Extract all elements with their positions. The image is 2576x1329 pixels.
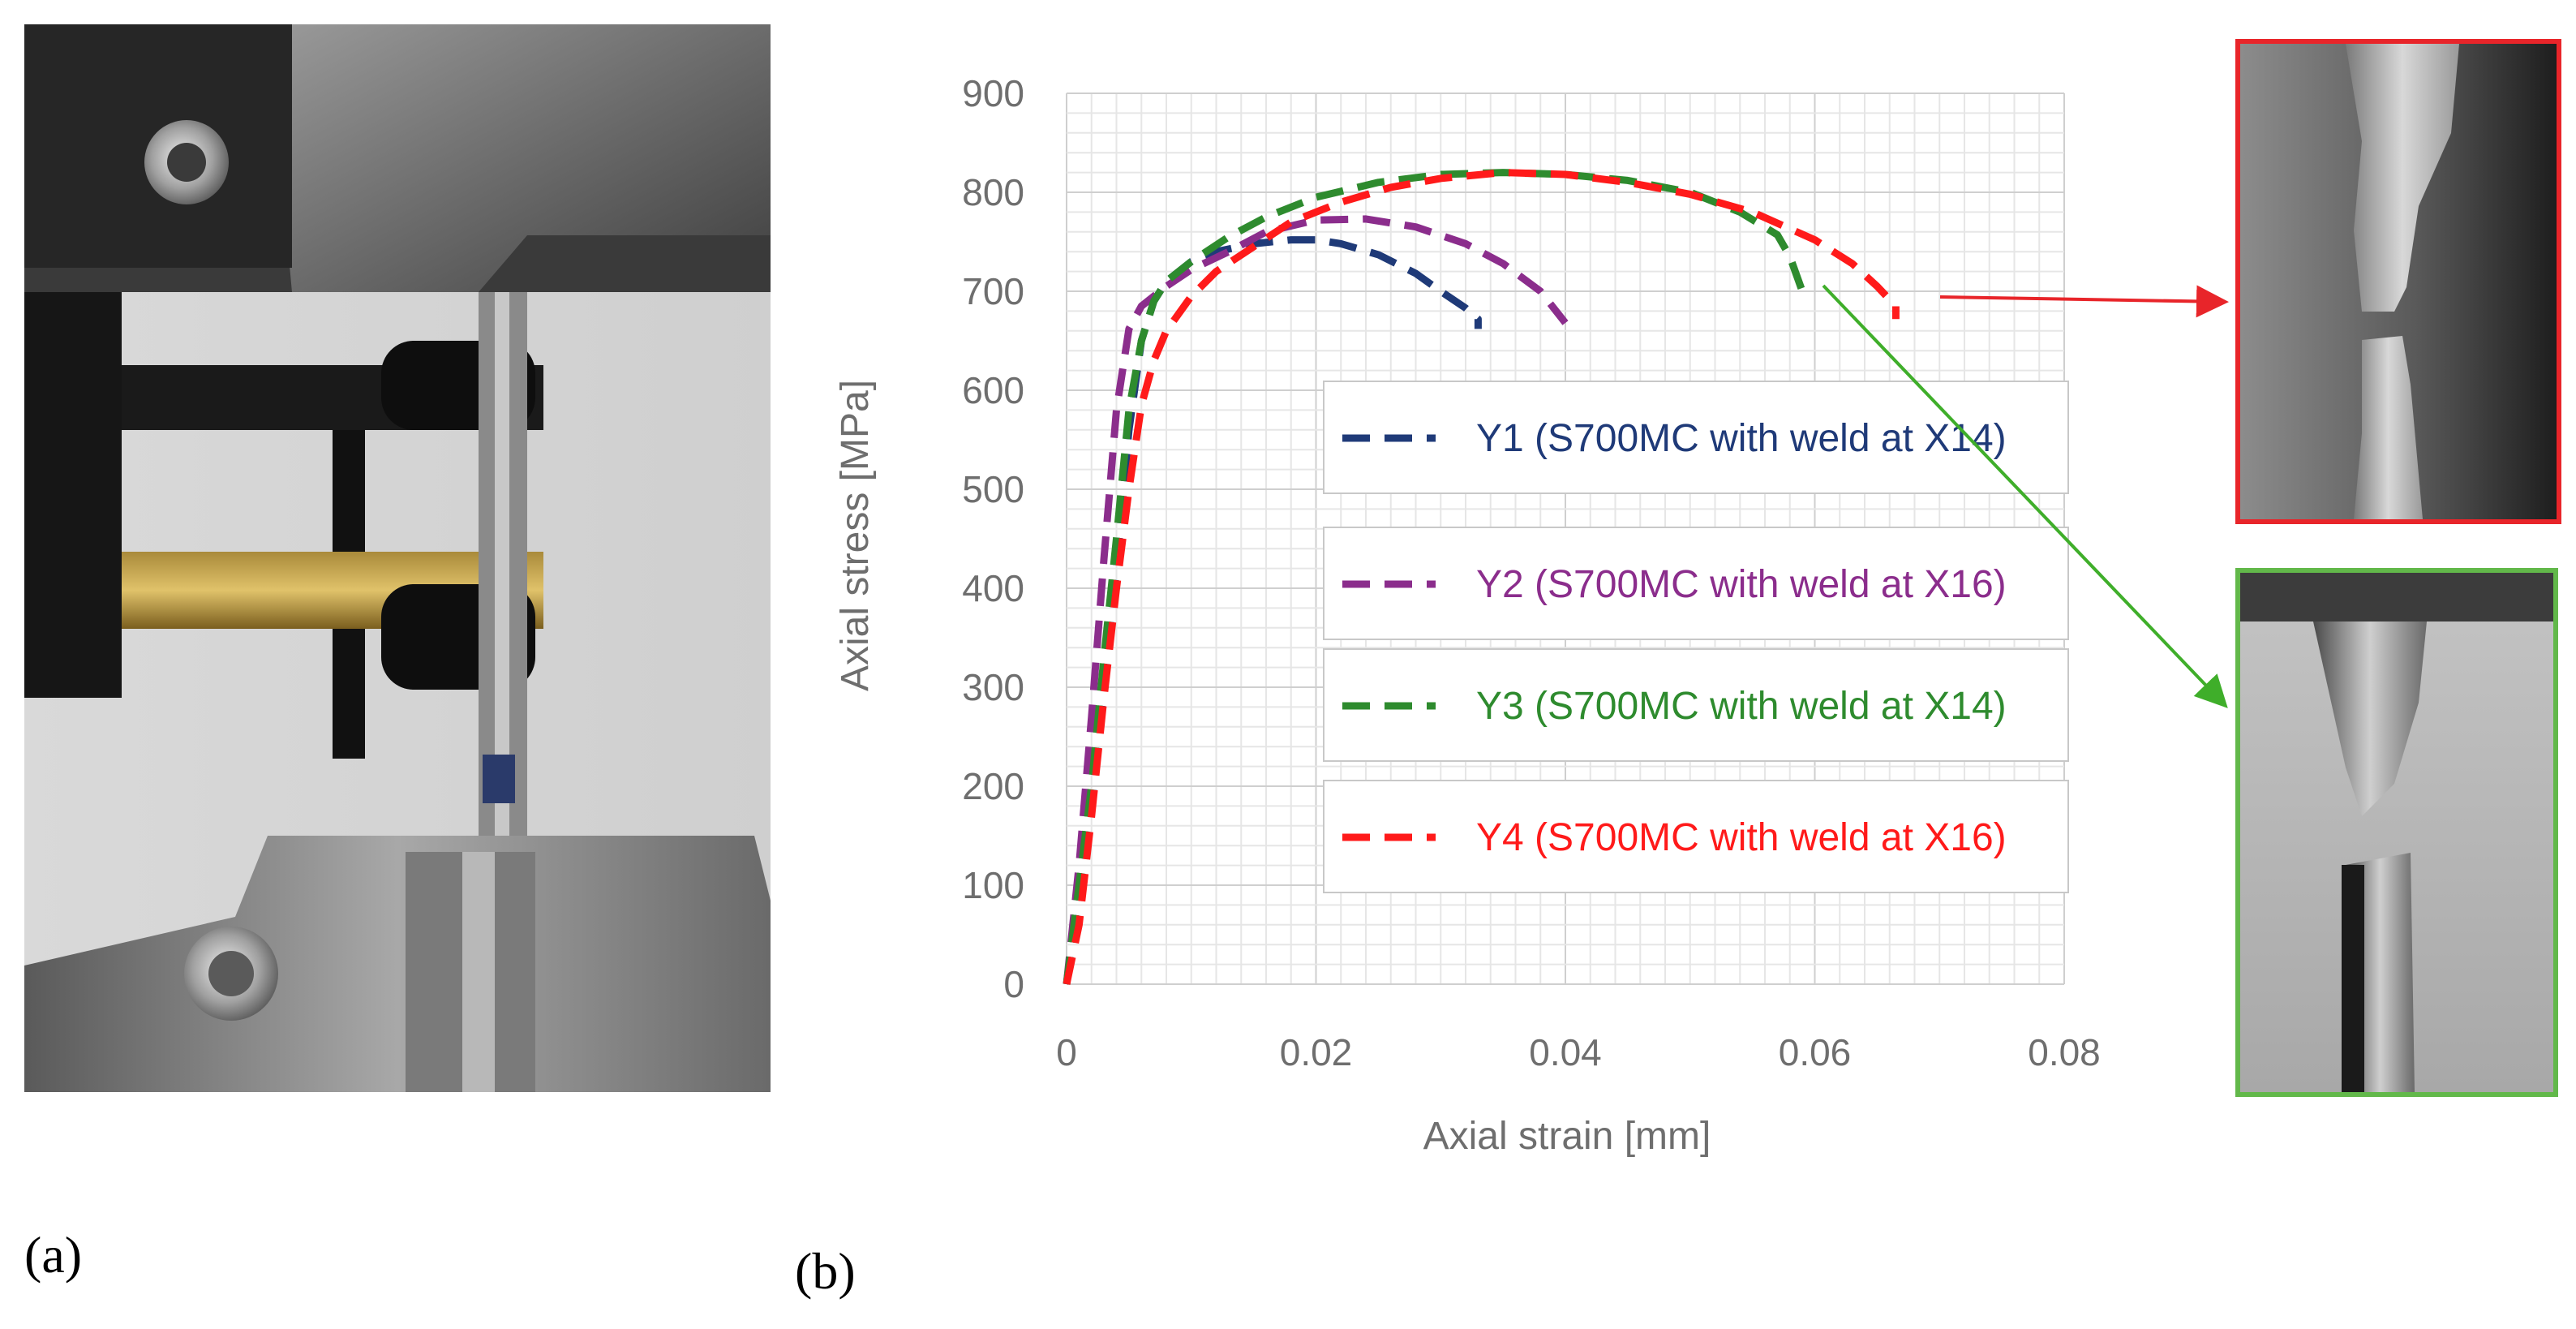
tensile-test-photo <box>24 24 771 1092</box>
fracture-inset-y4-drawing <box>2240 44 2557 519</box>
x-tick-label: 0.02 <box>1280 1031 1353 1073</box>
tensile-test-photo-drawing <box>24 24 771 1092</box>
x-tick-label: 0.04 <box>1529 1031 1602 1073</box>
y-tick-label: 700 <box>962 270 1024 312</box>
y-tick-label: 600 <box>962 369 1024 411</box>
y-tick-label: 100 <box>962 864 1024 906</box>
y-tick-label: 0 <box>1003 963 1024 1005</box>
tick-layer: 0 100 200 300 400 500 600 700 800 900 0 0.02 0.04 0.0… <box>962 72 2101 1073</box>
x-axis-label: Axial strain [mm] <box>1423 1115 1711 1158</box>
legend-item-y3: Y3 (S700MC with weld at X14) <box>1323 648 2069 762</box>
panel-b-label: (b) <box>795 1242 856 1300</box>
legend-box <box>1323 527 2069 640</box>
y-tick-label: 800 <box>962 171 1024 213</box>
legend-label-y2: Y2 (S700MC with weld at X16) <box>1476 563 2007 606</box>
y-tick-label: 200 <box>962 765 1024 807</box>
legend-item-y2: Y2 (S700MC with weld at X16) <box>1323 527 2069 640</box>
legend-item-y1: Y1 (S700MC with weld at X14) <box>1323 381 2069 494</box>
series-line-y3 <box>1063 169 1806 985</box>
legend-box <box>1323 780 2069 893</box>
arrow-y3-to-green-inset <box>1822 284 2228 708</box>
fracture-inset-y4 <box>2235 39 2561 524</box>
x-tick-label: 0 <box>1056 1031 1077 1073</box>
arrow-y4-to-red-inset <box>1939 285 2229 318</box>
legend-label-y3: Y3 (S700MC with weld at X14) <box>1476 685 2007 728</box>
y-tick-label: 400 <box>962 567 1024 609</box>
series-line-y2 <box>1063 215 1569 985</box>
series-line-y4 <box>1063 169 1900 985</box>
x-tick-label: 0.08 <box>2028 1031 2101 1073</box>
fracture-inset-y3-drawing <box>2240 573 2553 1092</box>
series-layer <box>1063 169 1900 985</box>
y-tick-label: 900 <box>962 72 1024 114</box>
legend-box <box>1323 648 2069 762</box>
y-tick-label: 300 <box>962 666 1024 708</box>
legend-item-y4: Y4 (S700MC with weld at X16) <box>1323 780 2069 893</box>
legend-box <box>1323 381 2069 494</box>
panel-a-label: (a) <box>24 1226 83 1284</box>
legend-label-y4: Y4 (S700MC with weld at X16) <box>1476 816 2007 859</box>
legend-label-y1: Y1 (S700MC with weld at X14) <box>1476 417 2007 460</box>
y-axis-label: Axial stress [MPa] <box>834 380 877 691</box>
stress-strain-chart: 0 100 200 300 400 500 600 700 800 900 0 0.02 0.04 0.0… <box>834 72 2101 1158</box>
y-tick-label: 500 <box>962 468 1024 510</box>
x-tick-label: 0.06 <box>1779 1031 1852 1073</box>
legend: Y1 (S700MC with weld at X14) Y2 (S700MC w… <box>1323 381 2069 893</box>
fracture-inset-y3 <box>2235 568 2558 1097</box>
